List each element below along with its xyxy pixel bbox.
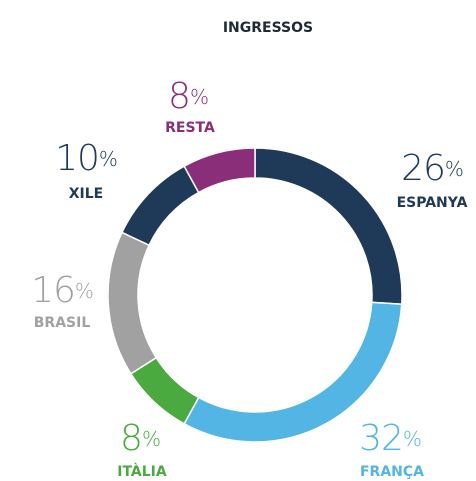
donut-segment: [183, 147, 256, 194]
value-label: 16%: [31, 270, 93, 311]
value-unit: %: [142, 427, 160, 451]
value-unit: %: [403, 427, 421, 451]
value-label: 26%: [401, 148, 463, 189]
value-number: 8: [168, 76, 190, 117]
value-number: 8: [120, 418, 142, 459]
value-label: 8%: [168, 76, 208, 117]
value-number: 10: [55, 138, 99, 179]
value-number: 26: [401, 148, 445, 189]
donut-segment: [107, 231, 158, 375]
value-unit: %: [75, 279, 93, 303]
value-label: 10%: [55, 138, 117, 179]
category-label: FRANÇA: [360, 464, 424, 480]
donut-segment: [254, 147, 403, 306]
value-label: 8%: [120, 418, 160, 459]
value-unit: %: [99, 147, 117, 171]
value-unit: %: [445, 157, 463, 181]
category-label: ESPANYA: [397, 195, 468, 211]
value-unit: %: [190, 85, 208, 109]
category-label: BRASIL: [34, 315, 91, 331]
category-label: RESTA: [165, 120, 215, 136]
value-number: 16: [31, 270, 75, 311]
donut-segment: [120, 165, 200, 247]
category-label: ITÀLIA: [117, 463, 167, 480]
category-label: XILE: [69, 186, 104, 202]
chart-title: INGRESSOS: [223, 20, 313, 36]
value-label: 32%: [359, 418, 421, 459]
value-number: 32: [359, 418, 403, 459]
